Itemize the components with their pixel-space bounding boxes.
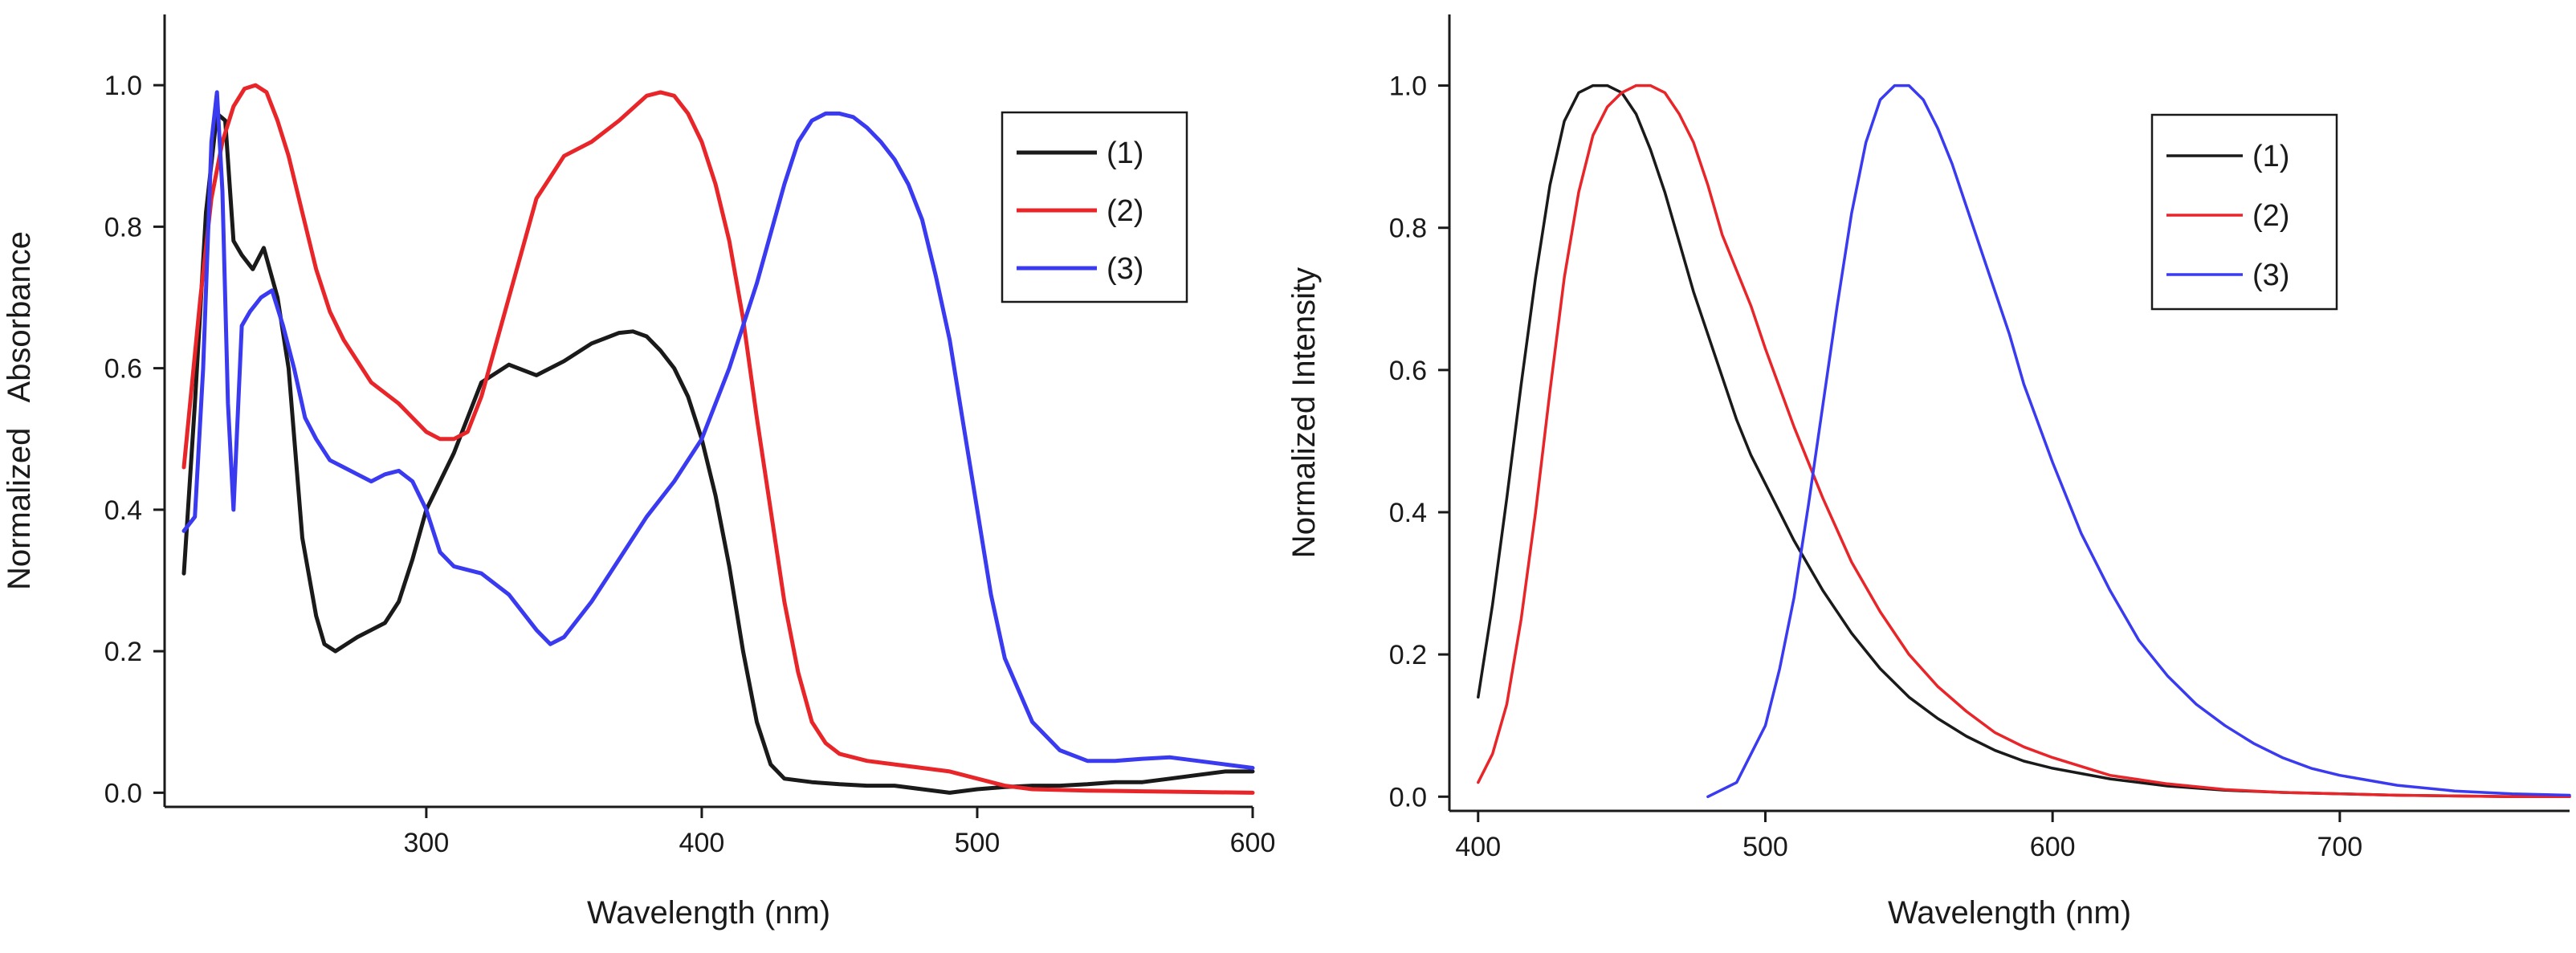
legend-label-1: (1) xyxy=(2252,140,2289,173)
legend-label-1: (1) xyxy=(1107,136,1143,170)
emission-panel: 400 500 600 700 0.0 0.2 0.4 0.6 0.8 1.0 Waveleng… xyxy=(1286,14,2571,931)
absorbance-series-layer xyxy=(181,83,1255,795)
y-tick-label: 0.4 xyxy=(1389,498,1427,528)
legend-label-3: (3) xyxy=(1107,252,1143,286)
x-tick-label: 400 xyxy=(1455,832,1501,862)
legend-label-2: (2) xyxy=(2252,199,2289,233)
x-tick-label: 600 xyxy=(2030,832,2076,862)
emission-series-line-1 xyxy=(1477,83,2571,799)
absorbance-y-ticks: 0.0 0.2 0.4 0.6 0.8 1.0 xyxy=(104,71,165,808)
absorbance-series-line-2 xyxy=(181,83,1255,795)
x-tick-label: 700 xyxy=(2317,832,2362,862)
absorbance-x-ticks: 300 400 500 600 xyxy=(404,807,1276,858)
emission-x-axis-title: Wavelength (nm) xyxy=(1888,895,2131,931)
y-tick-label: 1.0 xyxy=(104,71,142,101)
y-tick-label: 0.0 xyxy=(104,778,142,808)
absorbance-legend: (1) (2) (3) xyxy=(1001,111,1188,303)
emission-series-line-3 xyxy=(1706,83,2571,799)
y-tick-label: 0.6 xyxy=(1389,356,1427,386)
y-tick-label: 1.0 xyxy=(1389,71,1427,102)
legend-box xyxy=(1001,111,1188,303)
legend-box xyxy=(2150,113,2338,311)
y-tick-label: 0.8 xyxy=(1389,214,1427,244)
absorbance-series-line-3 xyxy=(181,90,1255,770)
x-tick-label: 500 xyxy=(1742,832,1788,862)
emission-series-line-2 xyxy=(1477,83,2571,799)
absorbance-panel: 300 400 500 600 0.0 0.2 0.4 0.6 0.8 1.0 Waveleng… xyxy=(2,14,1275,931)
y-tick-label: 0.2 xyxy=(1389,640,1427,670)
x-tick-label: 600 xyxy=(1230,828,1276,858)
y-tick-label: 0.4 xyxy=(104,495,142,526)
emission-x-ticks: 400 500 600 700 xyxy=(1455,811,2362,862)
absorbance-axes xyxy=(163,14,1253,808)
emission-y-axis-title: Normalized Intensity xyxy=(1286,267,1322,558)
x-tick-label: 400 xyxy=(679,828,725,858)
x-tick-label: 500 xyxy=(955,828,1001,858)
emission-y-ticks: 0.0 0.2 0.4 0.6 0.8 1.0 xyxy=(1389,71,1449,812)
emission-series-layer xyxy=(1477,83,2571,799)
legend-label-2: (2) xyxy=(1107,194,1143,228)
legend-label-3: (3) xyxy=(2252,259,2289,292)
x-tick-label: 300 xyxy=(404,828,450,858)
y-tick-label: 0.0 xyxy=(1389,782,1427,812)
y-tick-label: 0.8 xyxy=(104,212,142,242)
y-tick-label: 0.2 xyxy=(104,637,142,667)
emission-axes xyxy=(1448,14,2570,812)
absorbance-y-axis-title: Normalized Absorbance xyxy=(2,231,37,590)
absorbance-x-axis-title: Wavelength (nm) xyxy=(587,895,830,931)
emission-legend: (1) (2) (3) xyxy=(2150,113,2338,311)
y-tick-label: 0.6 xyxy=(104,354,142,385)
